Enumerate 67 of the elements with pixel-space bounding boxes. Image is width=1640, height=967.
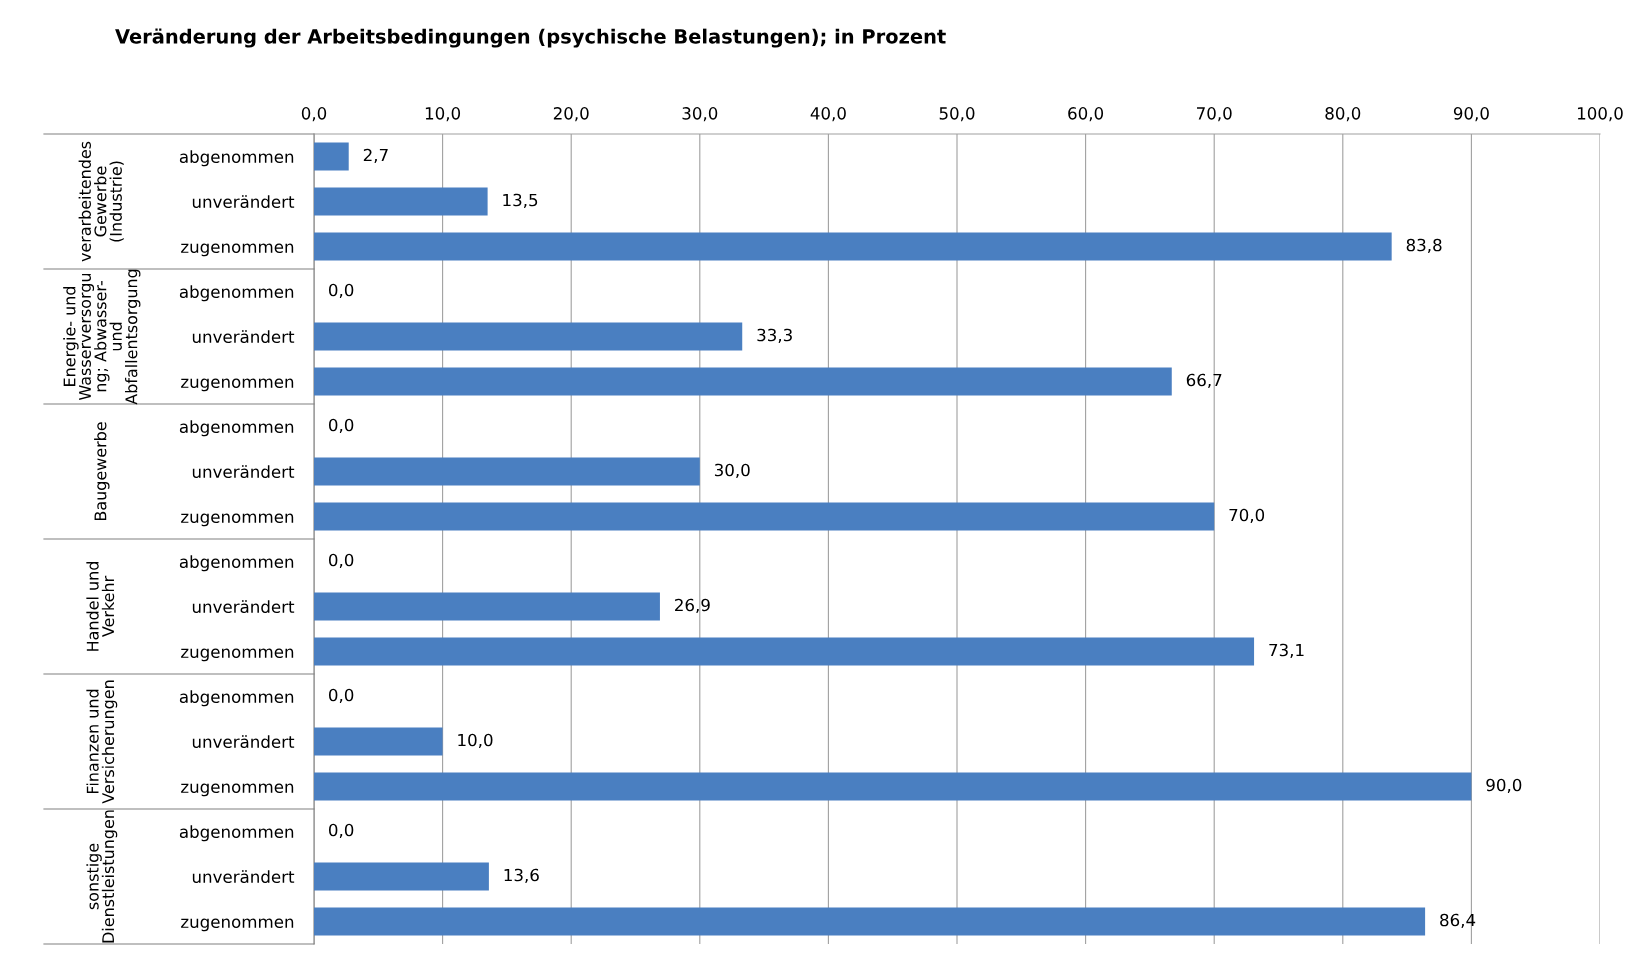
- x-tick-label: 20,0: [553, 107, 589, 122]
- x-tick-label: 10,0: [425, 107, 461, 122]
- y-tick-label: zugenommen: [181, 378, 294, 392]
- y-tick-label: unverändert: [192, 195, 295, 209]
- y-tick-label: unverändert: [192, 465, 295, 479]
- data-label: 0,0: [328, 688, 354, 704]
- text: verarbeitendes Gewerbe (Industrie): [78, 141, 124, 262]
- bar: [314, 457, 700, 486]
- data-label: 10,0: [458, 733, 493, 749]
- bar: [314, 322, 743, 351]
- data-label: 90,0: [1486, 778, 1522, 794]
- data-label: 30,0: [714, 463, 750, 479]
- x-tick-label: 40,0: [810, 107, 846, 122]
- bar: [314, 592, 660, 621]
- data-label: 83,8: [1406, 238, 1442, 254]
- y-tick-label: abgenommen: [179, 825, 294, 842]
- y-tick-label: abgenommen: [179, 420, 294, 437]
- data-label: 2,7: [363, 148, 388, 164]
- data-label: 70,0: [1229, 508, 1265, 524]
- data-label: 0,0: [328, 553, 354, 569]
- x-tick-label: 30,0: [682, 107, 718, 122]
- y-tick-label: unverändert: [192, 330, 295, 344]
- bar: [314, 142, 349, 171]
- data-label: 26,9: [675, 598, 710, 614]
- bar: [314, 232, 1392, 261]
- bar: [314, 187, 488, 216]
- data-label: 86,4: [1440, 913, 1476, 929]
- y-tick-label: unverändert: [192, 600, 295, 614]
- y-tick-label: zugenommen: [181, 513, 294, 527]
- bar: [314, 367, 1172, 396]
- bar: [314, 772, 1472, 801]
- data-label: 33,3: [757, 328, 792, 344]
- bar: [314, 907, 1426, 936]
- y-tick-label: zugenommen: [181, 918, 294, 932]
- chart-title: Veränderung der Arbeitsbedingungen (psychische Belastungen); in Prozent: [115, 28, 946, 48]
- text: Handel und Verkehr: [86, 562, 115, 651]
- y-tick-label: unverändert: [192, 735, 295, 749]
- bar: [314, 862, 489, 891]
- data-label: 13,5: [503, 193, 538, 209]
- x-tick-label: 50,0: [939, 107, 975, 122]
- bar: [314, 637, 1255, 666]
- y-tick-label: unverändert: [192, 870, 295, 884]
- y-tick-label: zugenommen: [181, 783, 294, 797]
- x-tick-label: 0,0: [301, 107, 327, 122]
- y-tick-label: abgenommen: [179, 285, 294, 302]
- y-tick-label: abgenommen: [179, 555, 294, 572]
- bar: [314, 502, 1215, 531]
- y-tick-label: abgenommen: [179, 690, 294, 707]
- x-tick-label: 100,0: [1577, 107, 1623, 122]
- data-label: 0,0: [328, 823, 354, 839]
- x-tick-label: 80,0: [1325, 107, 1361, 122]
- x-tick-label: 90,0: [1453, 107, 1489, 122]
- data-label: 13,6: [504, 868, 539, 884]
- text: Baugewerbe: [94, 422, 110, 521]
- x-tick-label: 70,0: [1197, 107, 1232, 122]
- bar: [314, 727, 443, 756]
- y-tick-label: zugenommen: [181, 243, 294, 257]
- data-label: 73,1: [1269, 643, 1304, 659]
- data-label: 66,7: [1186, 373, 1222, 389]
- data-label: 0,0: [328, 418, 354, 434]
- x-tick-label: 60,0: [1068, 107, 1104, 122]
- data-label: 0,0: [328, 283, 354, 299]
- y-tick-label: abgenommen: [179, 150, 294, 167]
- text: Finanzen und Versicherungen: [86, 680, 118, 804]
- text: sonstige Dienstleistungen: [86, 810, 118, 943]
- text: Energie- und Wasserversorgu ng; Abwasser- und Abfallentsorgung: [63, 269, 141, 405]
- y-tick-label: zugenommen: [181, 648, 294, 662]
